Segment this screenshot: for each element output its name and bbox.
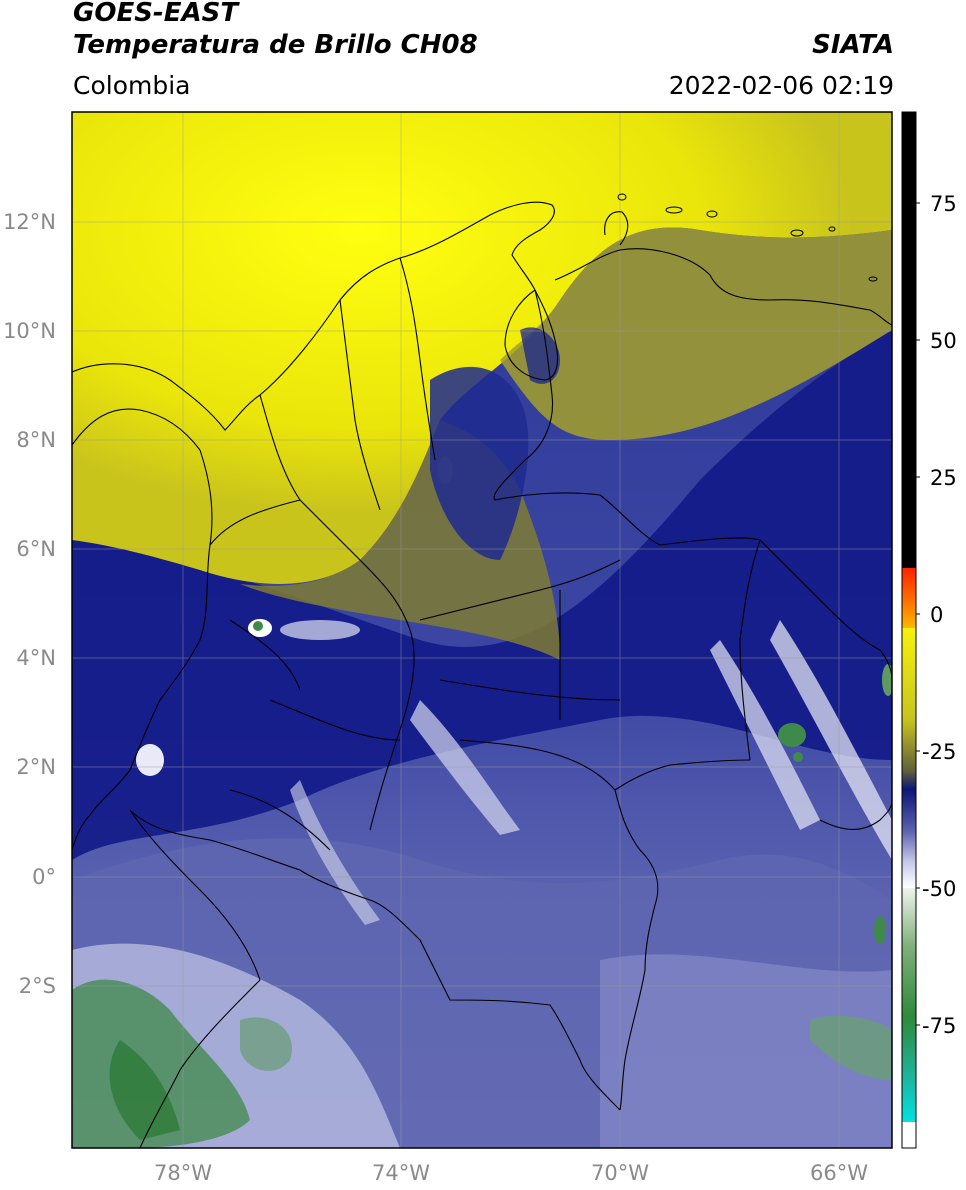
colorbar: 75 50 25 0 -25 -50 -75 (901, 111, 957, 1149)
colorbar-tick: 50 (930, 329, 957, 353)
region-label: Colombia (73, 71, 191, 100)
colorbar-tick: -75 (922, 1014, 956, 1038)
lat-label: 8°N (16, 428, 56, 452)
colorbar-tick: -25 (922, 740, 956, 764)
lat-label: 2°N (16, 755, 56, 779)
grid-lines (72, 112, 892, 1148)
latitude-labels: 12°N 10°N 8°N 6°N 4°N 2°N 0° 2°S (3, 210, 56, 998)
longitude-labels: 78°W 74°W 70°W 66°W (154, 1161, 868, 1185)
colorbar-tick: -50 (922, 877, 956, 901)
lon-label: 78°W (154, 1161, 212, 1185)
colorbar-tick: 0 (930, 603, 943, 627)
lat-label: 6°N (16, 537, 56, 561)
lat-label: 4°N (16, 646, 56, 670)
product-title: Temperatura de Brillo CH08 (73, 30, 478, 60)
satellite-title: GOES-EAST (73, 0, 239, 28)
lat-label: 12°N (3, 210, 56, 234)
lon-label: 70°W (591, 1161, 649, 1185)
lon-label: 74°W (372, 1161, 430, 1185)
lat-label: 10°N (3, 319, 56, 343)
country-borders (72, 201, 892, 1148)
lat-label: 0° (32, 865, 56, 889)
map-frame (71, 111, 893, 1149)
colorbar-tick: 75 (930, 192, 957, 216)
datetime-label: 2022-02-06 02:19 (668, 71, 894, 100)
colorbar-tick: 25 (930, 466, 957, 490)
satellite-image (72, 112, 892, 1148)
lon-label: 66°W (810, 1161, 868, 1185)
lat-label: 2°S (19, 974, 56, 998)
islands (617, 193, 878, 282)
agency-label: SIATA (812, 30, 894, 60)
